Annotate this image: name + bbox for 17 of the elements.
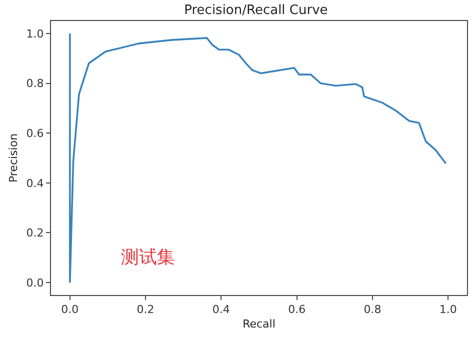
y-tick-label: 0.2 [26,226,44,240]
x-tick-label: 0.2 [136,303,154,316]
x-tick-label: 0.6 [288,303,306,316]
x-tick-label: 1.0 [439,303,457,316]
y-tick-label: 0.4 [26,176,44,190]
line-series [69,32,447,284]
y-axis-title: Precision [6,133,20,183]
y-tick-label: 0.0 [26,276,44,290]
x-axis-title: Recall [242,317,276,330]
annotation: 测试集 [121,247,175,268]
y-tick-label: 1.0 [26,27,44,40]
x-tick-label: 0.4 [212,303,230,316]
x-tick-label: 0.0 [61,303,79,316]
y-tick-label: 0.8 [26,77,44,90]
chart-title: Precision/Recall Curve [184,3,328,18]
x-tick-label: 0.8 [364,303,382,316]
y-tick-label: 0.6 [26,126,44,140]
